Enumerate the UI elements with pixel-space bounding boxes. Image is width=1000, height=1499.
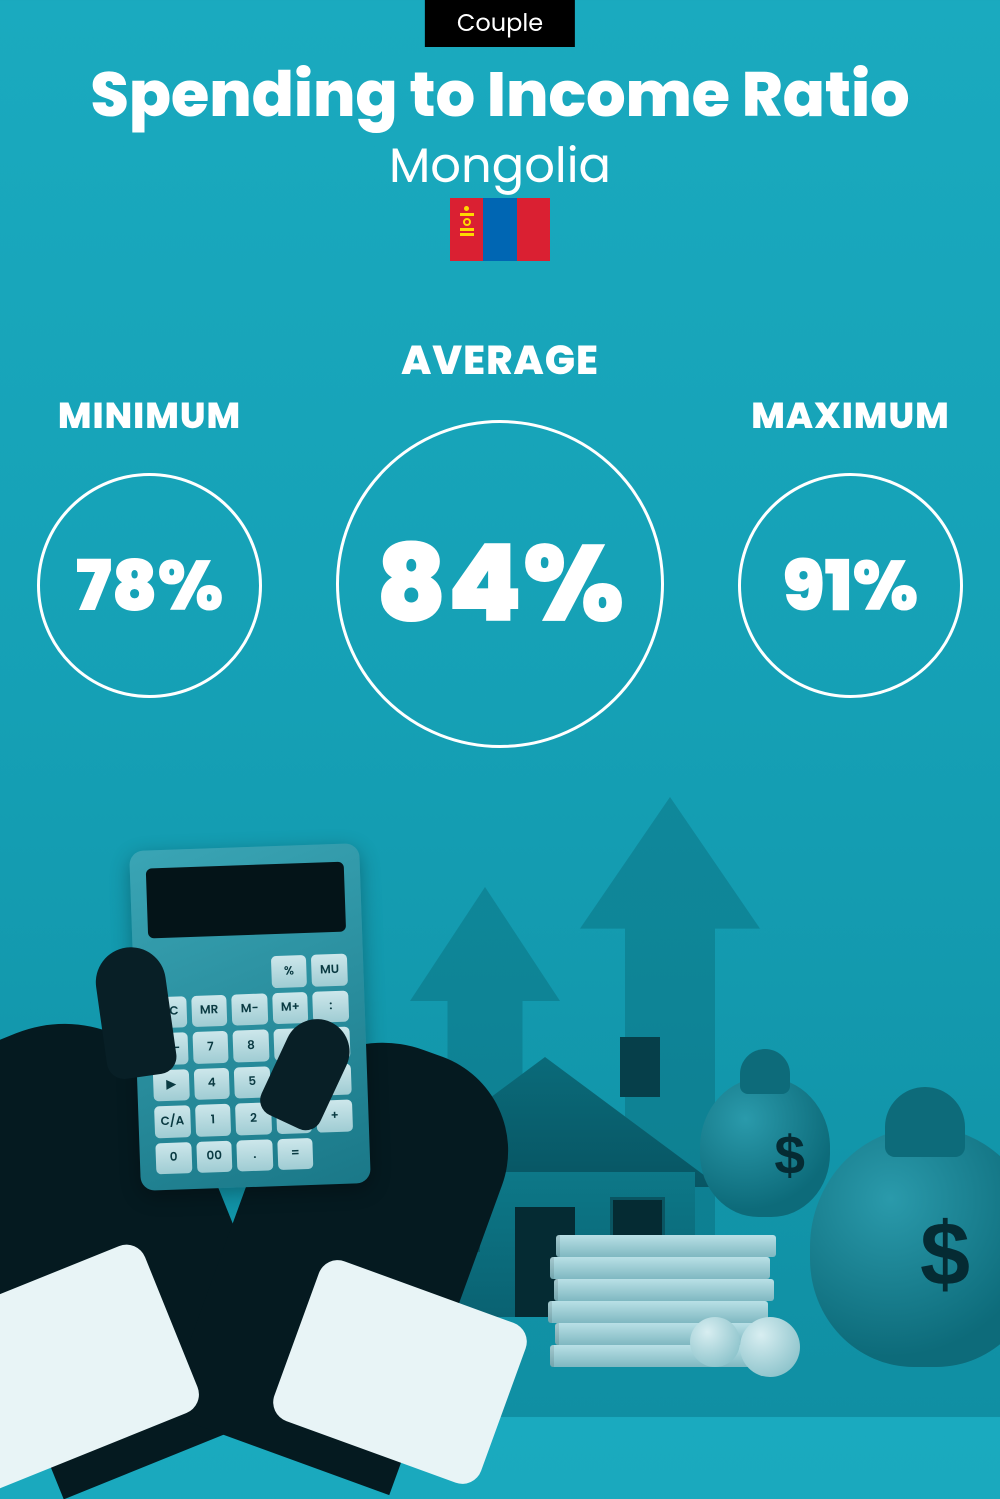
- stat-circle-maximum: 91%: [738, 473, 963, 698]
- calc-key: M+: [272, 991, 309, 1024]
- stat-value-average: 84%: [376, 503, 624, 665]
- calc-key: 00: [196, 1140, 233, 1173]
- coin-icon: [740, 1317, 800, 1377]
- dollar-sign-icon: $: [774, 1123, 805, 1187]
- calculator-screen: [146, 862, 346, 939]
- flag-stripe-center: [483, 198, 516, 261]
- calc-key: =: [277, 1137, 314, 1170]
- calc-key: %: [271, 955, 308, 988]
- calc-key: 8: [233, 1029, 270, 1062]
- stat-circle-minimum: 78%: [37, 473, 262, 698]
- stat-minimum: MINIMUM 78%: [37, 330, 262, 698]
- coin-icon: [690, 1317, 740, 1367]
- stat-average: AVERAGE 84%: [336, 330, 664, 748]
- calc-key: .: [236, 1139, 273, 1172]
- stat-value-minimum: 78%: [76, 533, 224, 639]
- country-name: Mongolia: [0, 130, 1000, 202]
- calc-key: [230, 956, 267, 989]
- stat-maximum: MAXIMUM 91%: [738, 330, 963, 698]
- money-bag-icon: [810, 1127, 1000, 1367]
- stat-label-minimum: MINIMUM: [58, 388, 241, 443]
- mongolia-flag-icon: [450, 198, 550, 261]
- calc-key: [190, 958, 227, 991]
- dollar-sign-icon: $: [920, 1204, 970, 1307]
- stat-label-maximum: MAXIMUM: [751, 388, 949, 443]
- category-tag: Couple: [425, 0, 575, 47]
- page-title: Spending to Income Ratio: [0, 48, 1000, 141]
- calc-key: C/A: [154, 1105, 191, 1138]
- calc-key: 4: [193, 1067, 230, 1100]
- calc-key: MU: [311, 954, 348, 987]
- money-bag-icon: [700, 1077, 830, 1217]
- finance-illustration: $ $ %MUMCMRM-M+:+/-789x▶456-C/A123+000.=: [0, 777, 1000, 1417]
- stat-circle-average: 84%: [336, 420, 664, 748]
- calc-key: MR: [191, 994, 228, 1027]
- stats-row: MINIMUM 78% AVERAGE 84% MAXIMUM 91%: [0, 330, 1000, 748]
- stat-value-maximum: 91%: [783, 533, 918, 639]
- calc-key: M-: [231, 993, 268, 1026]
- calc-key: [318, 1136, 355, 1169]
- flag-stripe-left: [450, 198, 483, 261]
- stat-label-average: AVERAGE: [401, 330, 599, 390]
- calc-key: 0: [155, 1142, 192, 1175]
- soyombo-emblem-icon: [459, 206, 475, 253]
- calc-key: 1: [195, 1104, 232, 1137]
- calc-key: 7: [192, 1031, 229, 1064]
- flag-stripe-right: [517, 198, 550, 261]
